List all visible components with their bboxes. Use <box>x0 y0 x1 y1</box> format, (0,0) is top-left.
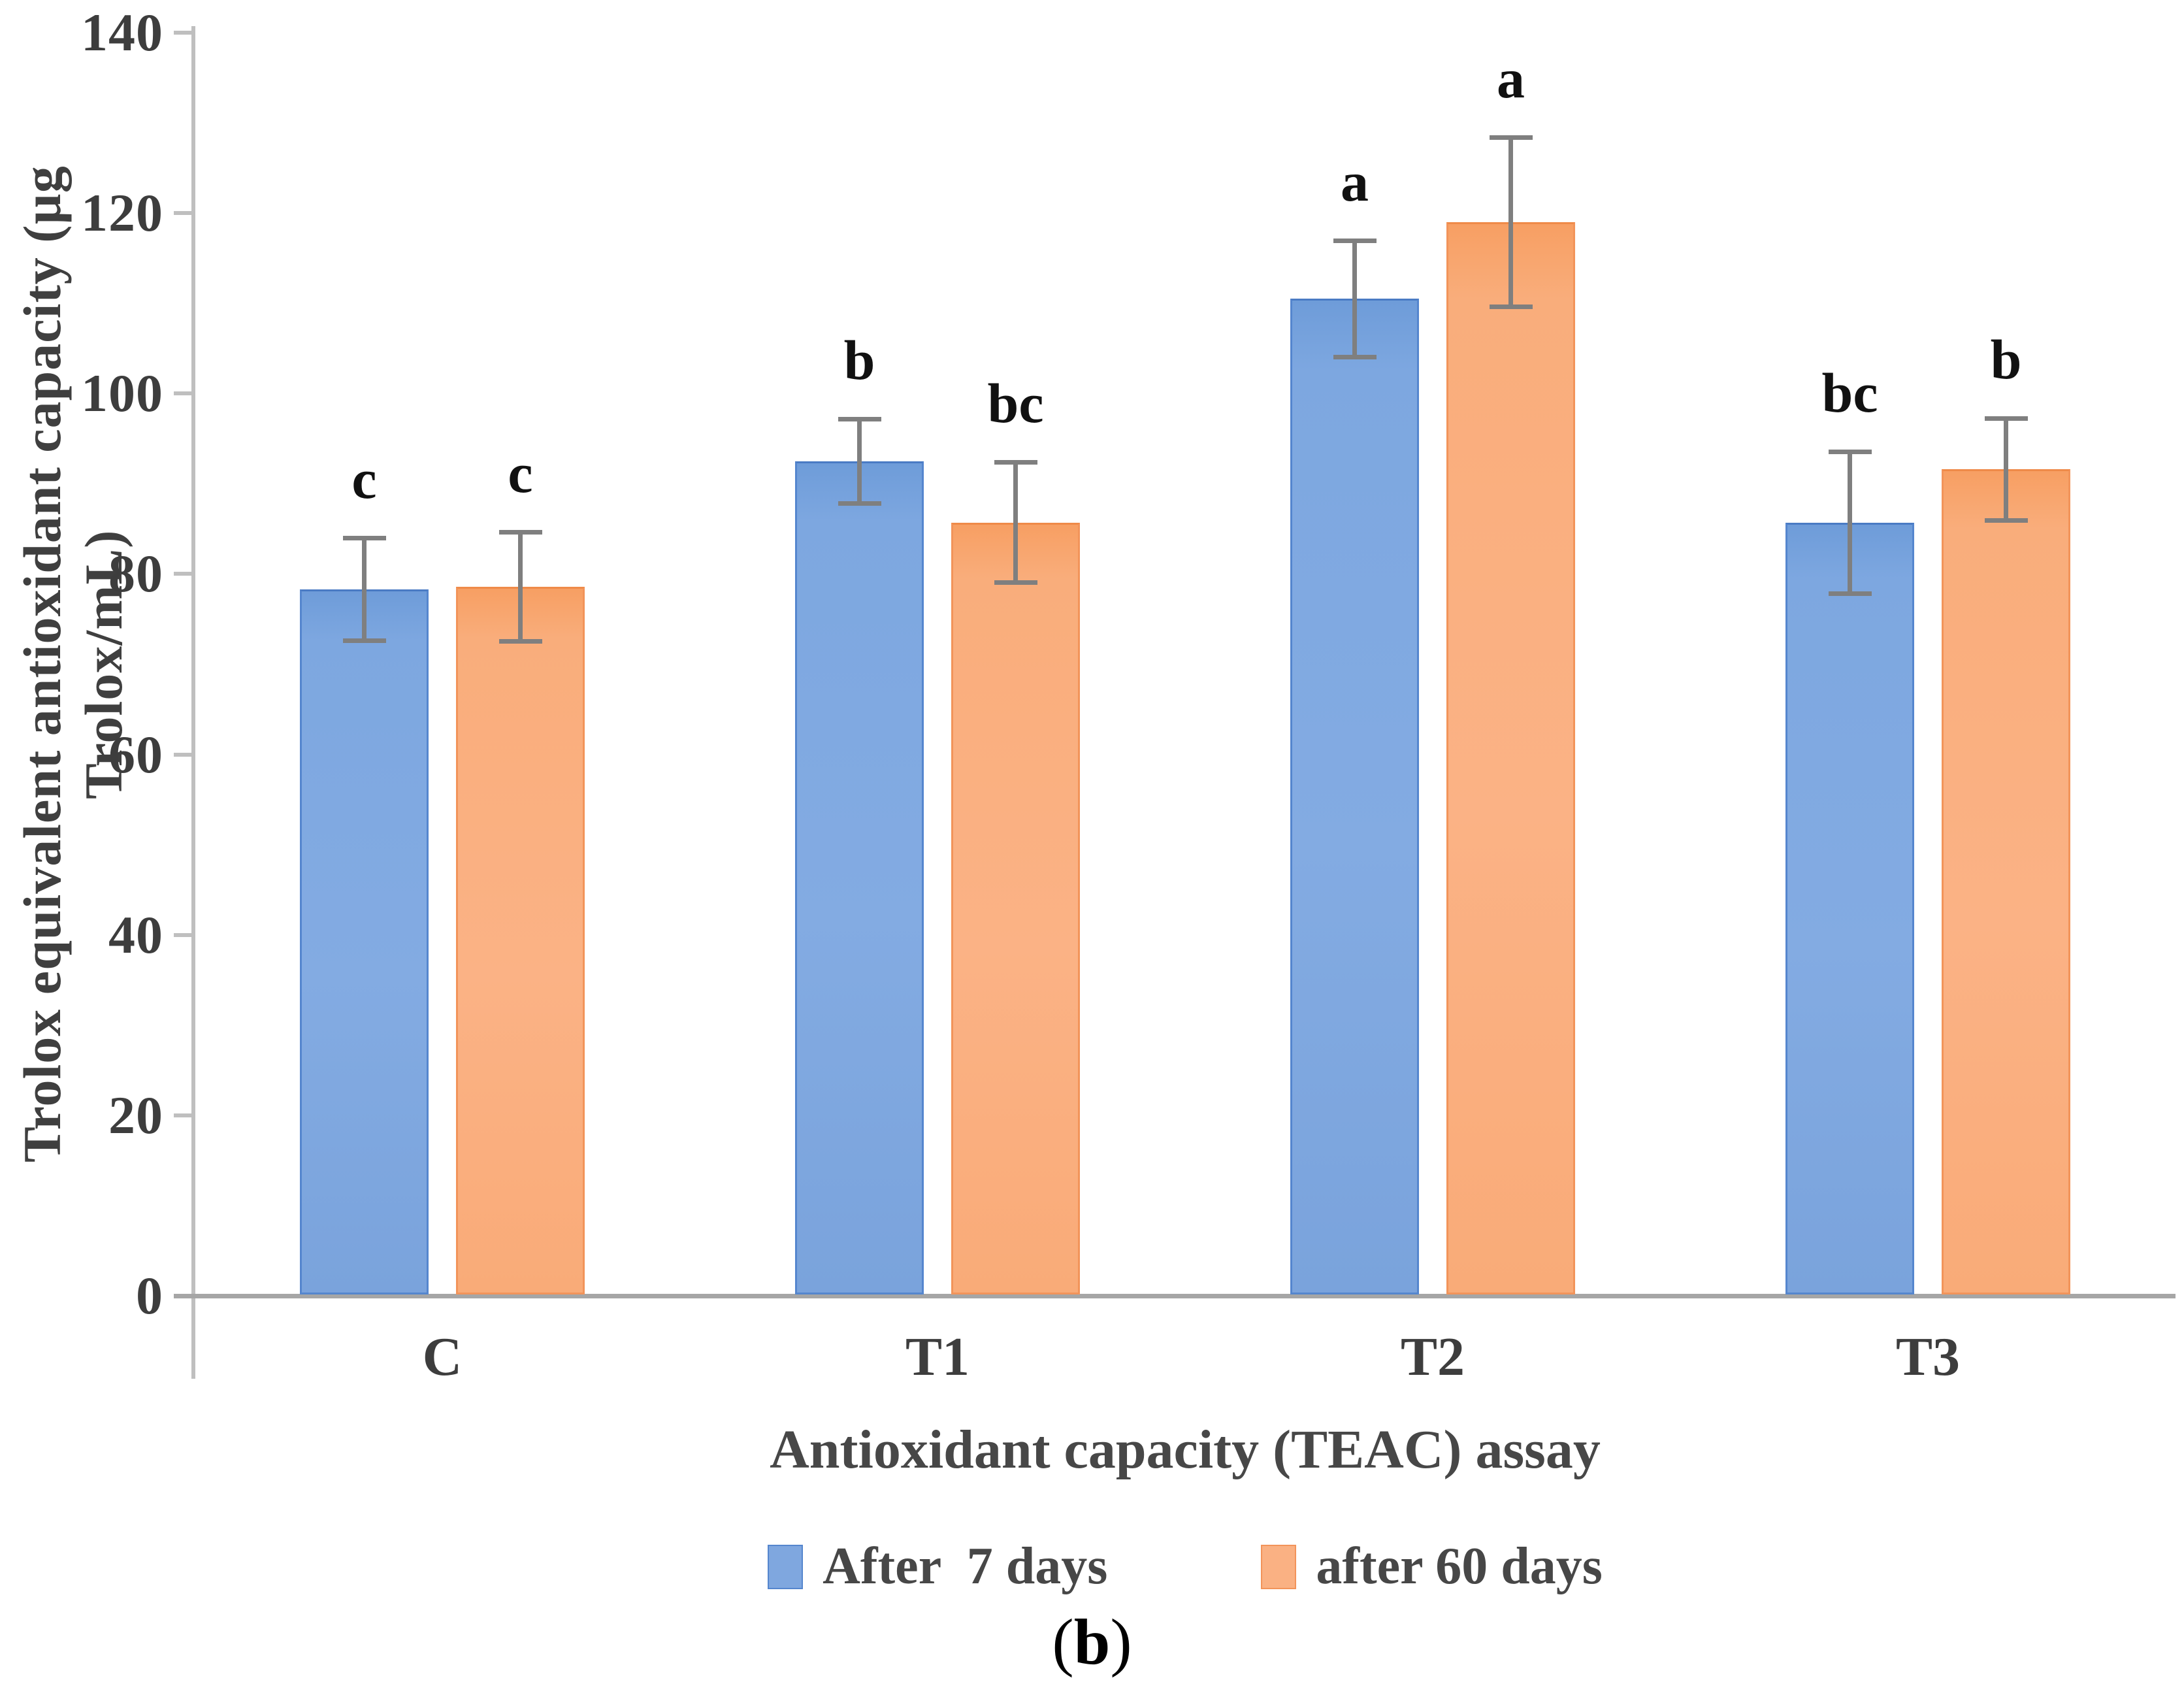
error-bar-top-cap <box>1333 238 1377 243</box>
legend-item: After 7 days <box>768 1537 1107 1596</box>
error-bar-top-cap <box>498 529 542 535</box>
bar-After-7-days-C <box>300 589 429 1294</box>
error-bar <box>1352 240 1357 358</box>
legend-swatch <box>1261 1544 1297 1589</box>
bar-after-60-days-C <box>456 586 585 1294</box>
significance-letter: b <box>1990 327 2022 391</box>
error-bar-top-cap <box>342 536 386 541</box>
y-tick-label: 140 <box>81 3 163 62</box>
x-axis-line <box>174 1294 2176 1298</box>
error-bar <box>1848 451 1852 594</box>
error-bar-bottom-cap <box>838 501 881 506</box>
x-category-label: C <box>422 1326 463 1387</box>
error-bar-bottom-cap <box>1333 355 1377 360</box>
x-category-label: T2 <box>1400 1326 1465 1387</box>
significance-letter: b <box>843 328 875 391</box>
y-tick-label: 120 <box>81 183 163 243</box>
error-bar-bottom-cap <box>342 638 386 643</box>
error-bar <box>1508 137 1513 307</box>
y-tick-label: 40 <box>108 904 163 964</box>
y-tick-mark <box>174 932 195 937</box>
x-category-label: T3 <box>1895 1326 1961 1387</box>
legend-item: after 60 days <box>1261 1537 1603 1596</box>
legend-swatch <box>768 1544 804 1589</box>
error-bar <box>1013 462 1018 584</box>
bar-After-7-days-T3 <box>1785 522 1914 1294</box>
y-axis-line <box>191 26 195 1379</box>
y-tick-mark <box>174 211 195 216</box>
x-category-label: T1 <box>905 1326 970 1387</box>
caption-letter: b <box>1073 1606 1111 1678</box>
error-bar <box>362 538 367 641</box>
significance-letter: a <box>1497 47 1525 110</box>
legend: After 7 days after 60 days <box>195 1537 2176 1596</box>
y-tick-mark <box>174 31 195 35</box>
y-tick-mark <box>174 1113 195 1117</box>
significance-letter: a <box>1341 150 1369 213</box>
bar-after-60-days-T2 <box>1446 222 1575 1294</box>
error-bar-bottom-cap <box>1489 304 1533 309</box>
legend-label: after 60 days <box>1316 1538 1603 1595</box>
significance-letter: bc <box>1821 361 1878 424</box>
caption-close-paren: ) <box>1110 1606 1132 1678</box>
y-tick-mark <box>174 572 195 576</box>
y-tick-label: 20 <box>108 1085 163 1145</box>
y-tick-mark <box>174 391 195 396</box>
bar-after-60-days-T1 <box>951 522 1080 1294</box>
error-bar-bottom-cap <box>994 580 1037 585</box>
caption-open-paren: ( <box>1052 1606 1074 1678</box>
error-bar-top-cap <box>1984 416 2028 421</box>
y-tick-label: 0 <box>136 1266 163 1325</box>
error-bar <box>857 418 862 504</box>
significance-letter: c <box>351 448 377 511</box>
y-tick-label: 60 <box>108 724 163 784</box>
error-bar-top-cap <box>838 416 881 421</box>
bar-after-60-days-T3 <box>1942 469 2070 1294</box>
legend-label: After 7 days <box>823 1538 1108 1595</box>
y-tick-mark <box>174 752 195 757</box>
bar-After-7-days-T1 <box>795 461 924 1294</box>
error-bar-bottom-cap <box>1828 591 1872 596</box>
error-bar-top-cap <box>994 460 1037 465</box>
y-tick-label: 80 <box>108 544 163 604</box>
error-bar-top-cap <box>1828 449 1872 454</box>
x-axis-title: Antioxidant capacity (TEAC) assay <box>770 1419 1601 1480</box>
y-tick-label: 100 <box>81 363 163 423</box>
error-bar-bottom-cap <box>498 638 542 644</box>
error-bar-bottom-cap <box>1984 518 2028 523</box>
error-bar <box>2004 418 2008 521</box>
error-bar <box>518 531 523 642</box>
figure-caption: (b) <box>0 1604 2184 1679</box>
error-bar-top-cap <box>1489 135 1533 140</box>
significance-letter: bc <box>987 372 1044 435</box>
bar-After-7-days-T2 <box>1290 299 1419 1294</box>
significance-letter: c <box>508 441 533 504</box>
